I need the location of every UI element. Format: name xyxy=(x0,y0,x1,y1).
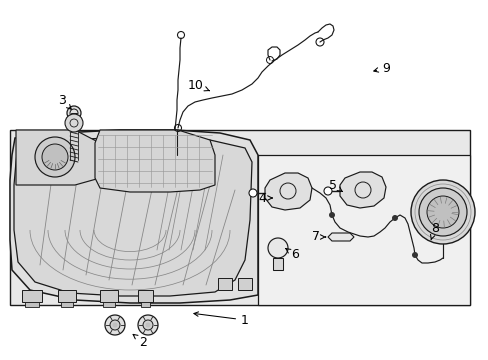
Text: 3: 3 xyxy=(58,94,71,109)
Circle shape xyxy=(67,106,81,120)
Polygon shape xyxy=(264,173,311,210)
Bar xyxy=(22,290,42,302)
Circle shape xyxy=(248,189,257,197)
Polygon shape xyxy=(327,233,353,241)
Circle shape xyxy=(65,114,83,132)
Bar xyxy=(100,290,118,302)
Text: 9: 9 xyxy=(373,62,389,75)
Circle shape xyxy=(142,320,153,330)
Bar xyxy=(258,155,469,305)
Circle shape xyxy=(418,188,466,236)
Circle shape xyxy=(35,137,75,177)
Bar xyxy=(61,302,73,307)
Text: 5: 5 xyxy=(328,179,342,192)
Polygon shape xyxy=(95,130,215,192)
Circle shape xyxy=(105,315,125,335)
Circle shape xyxy=(410,180,474,244)
Text: 4: 4 xyxy=(258,192,272,204)
Bar xyxy=(141,302,150,307)
Text: 1: 1 xyxy=(194,312,248,327)
Text: 7: 7 xyxy=(311,230,325,243)
Bar xyxy=(218,278,231,290)
Polygon shape xyxy=(10,130,258,303)
Bar xyxy=(10,130,469,305)
Polygon shape xyxy=(339,172,385,208)
Circle shape xyxy=(267,238,287,258)
Bar xyxy=(272,258,283,270)
Circle shape xyxy=(138,315,158,335)
Text: 8: 8 xyxy=(429,221,438,240)
Bar xyxy=(238,278,251,290)
Bar xyxy=(58,290,76,302)
Polygon shape xyxy=(14,138,251,296)
Circle shape xyxy=(391,215,397,221)
Bar xyxy=(25,302,39,307)
Text: 10: 10 xyxy=(188,78,209,91)
Text: 2: 2 xyxy=(133,334,146,348)
Circle shape xyxy=(328,212,334,218)
Circle shape xyxy=(145,323,150,328)
Circle shape xyxy=(426,196,458,228)
Circle shape xyxy=(324,187,331,195)
Text: 6: 6 xyxy=(285,248,298,261)
Bar xyxy=(103,302,115,307)
Circle shape xyxy=(411,252,417,258)
Circle shape xyxy=(110,320,120,330)
Circle shape xyxy=(42,144,68,170)
Polygon shape xyxy=(16,130,100,185)
Circle shape xyxy=(112,323,117,328)
Bar xyxy=(138,290,153,302)
